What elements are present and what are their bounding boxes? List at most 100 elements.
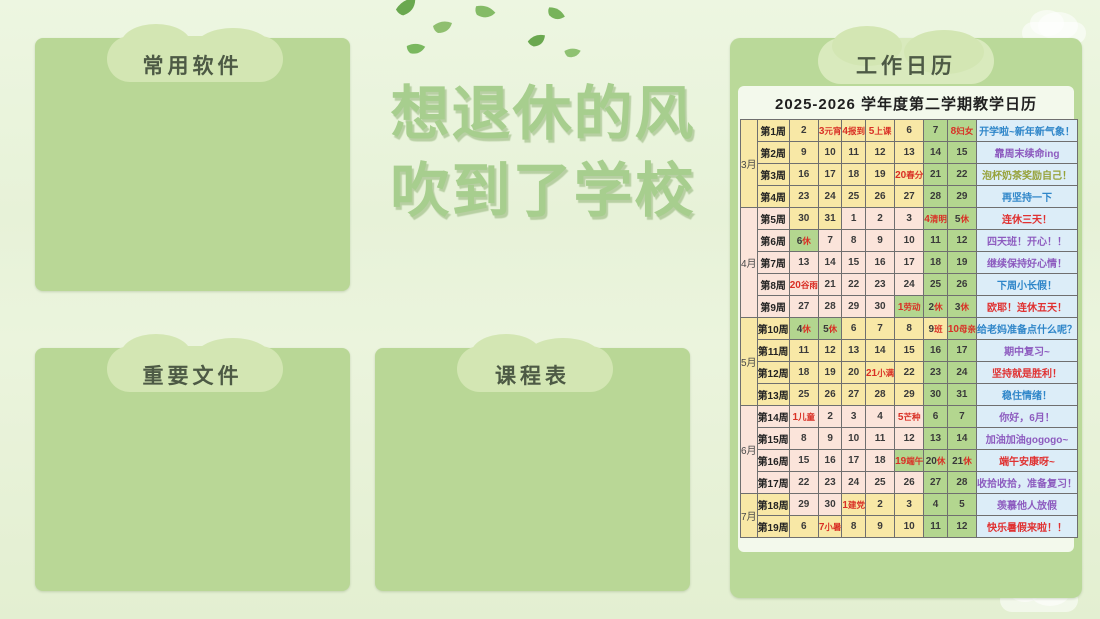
day-cell: 4报到 [841, 119, 866, 142]
day-cell: 12 [894, 427, 925, 450]
day-cell: 19端午 [894, 449, 925, 472]
calendar-week-row: 第11周 11 12 13 14 15 16 17 期中复习~ [741, 339, 1078, 362]
day-cell: 11 [923, 515, 948, 538]
week-label-cell: 第15周 [756, 427, 790, 450]
day-cell: 1劳动 [894, 295, 925, 318]
day-cell: 18 [923, 251, 948, 274]
day-cell: 30 [864, 295, 896, 318]
week-label-cell: 第6周 [756, 229, 790, 252]
day-cell: 27 [788, 295, 819, 318]
day-cell: 9 [864, 229, 896, 252]
day-cell: 9班 [923, 317, 948, 340]
week-label-cell: 第9周 [756, 295, 790, 318]
day-cell: 21 [817, 273, 843, 296]
day-cell: 27 [894, 185, 925, 208]
calendar-week-row: 第19周 6 7小暑 8 9 10 11 12 快乐暑假来啦！！ [741, 515, 1078, 538]
week-label-cell: 第16周 [756, 449, 790, 472]
day-cell: 24 [817, 185, 843, 208]
day-cell: 7小暑 [817, 515, 843, 538]
day-cell: 4休 [788, 317, 819, 340]
day-cell: 2 [864, 207, 896, 230]
day-cell: 23 [817, 471, 843, 494]
calendar-week-row: 第16周 15 16 17 18 19端午 20休 21休 端午安康呀~ [741, 449, 1078, 472]
day-cell: 8妇女 [946, 119, 977, 142]
week-label-cell: 第12周 [756, 361, 790, 384]
week-note-cell: 四天班！开心！！ [975, 229, 1078, 252]
day-cell: 4清明 [923, 207, 948, 230]
day-cell: 20 [841, 361, 866, 384]
week-note-cell: 连休三天！ [975, 207, 1078, 230]
day-cell: 8 [788, 427, 819, 450]
week-note-cell: 给老妈准备点什么呢？ [975, 317, 1078, 340]
week-note-cell: 开学啦~新年新气象！ [975, 119, 1078, 142]
day-cell: 8 [841, 515, 866, 538]
day-cell: 18 [841, 163, 866, 186]
week-note-cell: 泡杯奶茶奖励自己！ [975, 163, 1078, 186]
week-note-cell: 下周小长假！ [975, 273, 1078, 296]
wallpaper-title: 想退休的风 吹到了学校 [368, 76, 718, 230]
day-cell: 20休 [923, 449, 948, 472]
day-cell: 13 [841, 339, 866, 362]
day-cell: 16 [788, 163, 819, 186]
day-cell: 2 [864, 493, 896, 516]
day-cell: 28 [923, 185, 948, 208]
day-cell: 4 [923, 493, 948, 516]
calendar-week-row: 第3周 16 17 18 19 20春分 21 22 泡杯奶茶奖励自己！ [741, 163, 1078, 186]
week-label-cell: 第18周 [756, 493, 790, 516]
day-cell: 16 [864, 251, 896, 274]
calendar-week-row: 4月 第5周 30 31 1 2 3 4清明 5休 连休三天！ [740, 207, 1078, 318]
day-cell: 10 [894, 515, 925, 538]
day-cell: 23 [923, 361, 948, 384]
day-cell: 10 [817, 141, 843, 164]
day-cell: 3元宵 [817, 119, 843, 142]
day-cell: 26 [817, 383, 843, 406]
calendar-week-row: 第17周 22 23 24 25 26 27 28 收拾收拾，准备复习！ [741, 471, 1078, 494]
calendar-week-row: 7月 第18周 29 30 1建党 2 3 4 5 羡慕他人放假 [740, 493, 1078, 538]
day-cell: 4 [864, 405, 896, 428]
calendar-week-row: 第4周 23 24 25 26 27 28 29 再坚持一下 [741, 185, 1078, 208]
day-cell: 20谷雨 [788, 273, 819, 296]
day-cell: 11 [864, 427, 896, 450]
day-cell: 24 [894, 273, 925, 296]
day-cell: 16 [817, 449, 843, 472]
day-cell: 9 [817, 427, 843, 450]
calendar-week-row: 5月 第10周 4休 5休 6 7 8 9班 10母亲 给老妈准备点什么呢？ [740, 317, 1078, 406]
leaf-icon [395, 0, 581, 58]
day-cell: 20春分 [894, 163, 925, 186]
panel-label-cloud [818, 26, 994, 84]
day-cell: 14 [946, 427, 977, 450]
day-cell: 23 [788, 185, 819, 208]
week-note-cell: 欧耶！连休五天！ [975, 295, 1078, 318]
day-cell: 22 [841, 273, 866, 296]
day-cell: 8 [894, 317, 925, 340]
day-cell: 12 [864, 141, 896, 164]
panel-work-calendar-label: 工作日历 [856, 55, 956, 78]
calendar-table-body: 3月 第1周 2 3元宵 4报到 5上课 6 7 8妇女 开学啦~新年新气象！ 第2周 9 10 11 12… [740, 119, 1078, 538]
day-cell: 1 [841, 207, 866, 230]
week-note-cell: 加油加油gogogo~ [975, 427, 1078, 450]
week-label-cell: 第2周 [756, 141, 790, 164]
panel-label-cloud [457, 334, 613, 392]
day-cell: 24 [946, 361, 977, 384]
day-cell: 31 [817, 207, 843, 230]
calendar-week-row: 6月 第14周 1儿童 2 3 4 5芒种 6 7 你好，6月！ [740, 405, 1078, 494]
day-cell: 31 [946, 383, 977, 406]
day-cell: 10 [841, 427, 866, 450]
week-label-cell: 第5周 [756, 207, 790, 230]
day-cell: 12 [946, 229, 977, 252]
day-cell: 12 [817, 339, 843, 362]
day-cell: 2休 [923, 295, 948, 318]
panel-common-software-label: 常用软件 [142, 55, 243, 78]
day-cell: 18 [864, 449, 896, 472]
panel-important-files-label: 重要文件 [142, 365, 243, 388]
day-cell: 30 [923, 383, 948, 406]
day-cell: 27 [841, 383, 866, 406]
day-cell: 10 [894, 229, 925, 252]
day-cell: 3 [894, 207, 925, 230]
day-cell: 8 [841, 229, 866, 252]
day-cell: 14 [817, 251, 843, 274]
calendar-week-row: 第8周 20谷雨 21 22 23 24 25 26 下周小长假！ [741, 273, 1078, 296]
day-cell: 7 [817, 229, 843, 252]
day-cell: 6休 [788, 229, 819, 252]
